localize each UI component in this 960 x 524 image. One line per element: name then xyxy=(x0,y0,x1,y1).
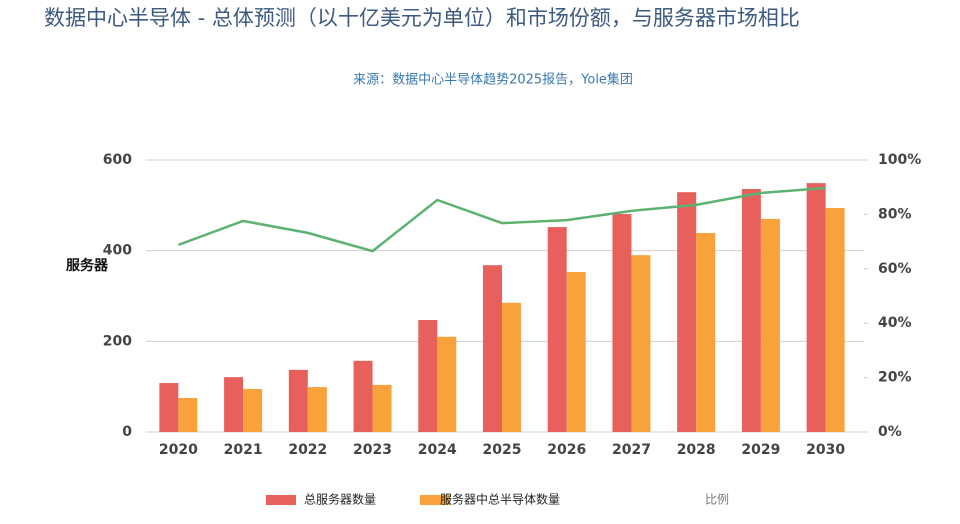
bar xyxy=(696,232,716,432)
bar xyxy=(631,255,651,432)
bar xyxy=(372,384,392,432)
y2-tick-label: 80% xyxy=(878,206,912,222)
legend-label: 总服务器数量 xyxy=(304,492,376,507)
bar xyxy=(353,360,373,432)
bar xyxy=(566,271,586,432)
bar xyxy=(224,377,244,432)
x-tick-label: 2028 xyxy=(677,442,716,458)
bar xyxy=(806,183,826,432)
x-tick-label: 2024 xyxy=(418,442,457,458)
bar xyxy=(612,213,632,432)
legend-label: 服务器中总半导体数量 xyxy=(440,492,560,507)
bar xyxy=(825,208,845,432)
bar xyxy=(288,369,308,432)
chart-subtitle: 来源：数据中心半导体趋势2025报告，Yole集团 xyxy=(353,72,633,88)
x-tick-label: 2022 xyxy=(288,442,327,458)
y2-tick-label: 60% xyxy=(878,261,912,277)
bar xyxy=(760,218,780,432)
y2-tick-label: 20% xyxy=(878,370,912,386)
legend-label: 比例 xyxy=(705,493,729,507)
bar xyxy=(243,388,263,432)
bar xyxy=(483,265,502,432)
x-tick-label: 2029 xyxy=(741,442,780,458)
y-tick-label: 600 xyxy=(103,152,132,168)
y-axis-label: 服务器 xyxy=(66,257,109,274)
legend-swatch xyxy=(266,495,296,505)
y-tick-label: 400 xyxy=(103,243,132,259)
bar xyxy=(159,383,179,432)
y-tick-label: 200 xyxy=(103,333,132,349)
x-tick-label: 2020 xyxy=(159,442,198,458)
y2-tick-label: 0% xyxy=(878,424,902,440)
legend-swatch xyxy=(420,495,450,505)
bar xyxy=(547,227,567,432)
bar xyxy=(178,398,198,432)
bar xyxy=(741,189,761,432)
y2-tick-label: 100% xyxy=(878,152,921,168)
x-tick-label: 2027 xyxy=(612,442,651,458)
x-tick-label: 2026 xyxy=(547,442,586,458)
bar xyxy=(418,320,438,432)
y2-tick-label: 40% xyxy=(878,315,912,331)
x-tick-label: 2023 xyxy=(353,442,392,458)
y-tick-label: 0 xyxy=(122,424,132,440)
bar xyxy=(307,387,327,432)
x-tick-label: 2030 xyxy=(806,442,845,458)
chart-title: 数据中心半导体 - 总体预测（以十亿美元为单位）和市场份额，与服务器市场相比 xyxy=(44,6,800,30)
bar xyxy=(437,336,457,432)
bar xyxy=(502,302,521,432)
x-tick-label: 2021 xyxy=(224,442,263,458)
x-tick-label: 2025 xyxy=(483,442,522,458)
bar xyxy=(677,192,697,432)
line xyxy=(177,186,826,253)
